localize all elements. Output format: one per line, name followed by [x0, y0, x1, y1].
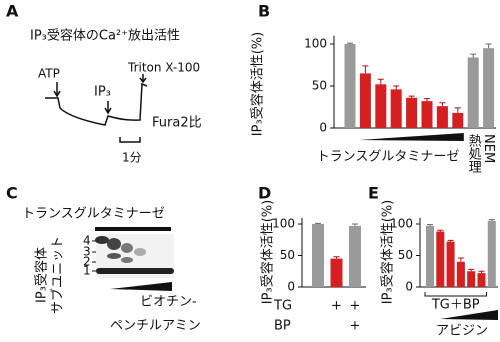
- y-axis-label: IP₃受容体活性(%): [250, 32, 266, 136]
- error-bar: [424, 98, 430, 102]
- gel-tick: 3: [83, 245, 91, 259]
- trace: [45, 74, 148, 143]
- error-bar: [393, 85, 400, 90]
- bar: [390, 89, 402, 128]
- y-tick-label: 0: [319, 121, 327, 135]
- bar: [487, 220, 496, 287]
- bar: [436, 231, 445, 287]
- bar: [344, 44, 356, 128]
- gel-tick: 2: [83, 255, 91, 269]
- gel-ylabel: サブユニット: [50, 236, 66, 314]
- panel-letter: A: [6, 2, 19, 21]
- panel-letter: D: [258, 184, 271, 203]
- row-mark: +: [331, 299, 342, 314]
- error-bar: [457, 257, 464, 262]
- bar: [467, 271, 476, 287]
- gel-tick: 4: [83, 234, 91, 248]
- row-label: TG: [273, 299, 292, 314]
- x-tick-label: 熱処理: [466, 134, 482, 173]
- bracket: [424, 292, 487, 297]
- bar: [426, 225, 434, 287]
- trace-label: Fura2比: [152, 116, 202, 131]
- error-bar: [352, 223, 358, 226]
- bar: [330, 258, 343, 287]
- error-bar: [470, 53, 477, 58]
- scale-label: 1分: [122, 151, 142, 165]
- panel-letter: C: [6, 184, 18, 203]
- y-tick-label: 50: [280, 248, 295, 262]
- error-bar: [362, 65, 369, 74]
- row-mark: +: [350, 299, 361, 314]
- bar: [483, 48, 495, 129]
- error-bar: [427, 224, 433, 226]
- gradient-triangle: [440, 310, 498, 320]
- error-bar: [488, 219, 495, 221]
- gel-tick: 1: [83, 264, 91, 278]
- bar: [477, 273, 486, 287]
- panel-letter: E: [368, 184, 379, 203]
- y-tick-label: 100: [304, 37, 327, 51]
- x-axis-label: アビジン: [436, 324, 488, 339]
- bar: [349, 225, 361, 287]
- bar: [452, 112, 464, 128]
- panel-title: トランスグルタミナーゼ: [22, 207, 165, 222]
- trace-label: ATP: [38, 67, 60, 81]
- trace-label: IP₃: [94, 85, 111, 100]
- row-mark: +: [350, 319, 361, 334]
- row-label: BP: [274, 319, 291, 334]
- trace-label: Triton X-100: [127, 61, 200, 75]
- y-tick-label: 100: [272, 217, 295, 231]
- bar: [375, 84, 387, 128]
- y-tick-label: 0: [405, 280, 413, 294]
- error-bar: [347, 42, 353, 44]
- error-bar: [408, 95, 415, 98]
- x-tick-label: NEM: [481, 134, 496, 163]
- bar: [359, 73, 371, 128]
- bar: [436, 106, 448, 128]
- y-axis-label: IP₃受容体活性(%): [260, 200, 276, 304]
- y-tick-label: 0: [287, 280, 295, 294]
- panel-letter: B: [258, 2, 270, 21]
- error-bar: [454, 107, 461, 113]
- y-tick-label: 50: [398, 248, 413, 262]
- gel: [92, 227, 174, 291]
- gel-xlabel: ペンチルアミン: [110, 319, 201, 334]
- bar: [421, 101, 433, 128]
- gel-ylabel: IP₃受容体: [34, 247, 50, 303]
- bar: [456, 261, 465, 287]
- error-bar: [439, 102, 446, 107]
- error-bar: [377, 78, 384, 85]
- gradient-triangle: [359, 133, 464, 141]
- error-bar: [333, 256, 340, 259]
- bar: [467, 57, 479, 128]
- bar: [312, 224, 324, 287]
- gel-xlabel: ビオチン-: [140, 295, 197, 310]
- panel-title: IP₃受容体のCa²⁺放出活性: [30, 28, 180, 44]
- y-tick-label: 50: [312, 79, 327, 93]
- bar: [446, 241, 455, 287]
- y-axis-label: IP₃受容体活性(%): [380, 200, 396, 304]
- error-bar: [468, 268, 475, 272]
- error-bar: [437, 229, 444, 232]
- x-axis-label: トランスグルタミナーゼ: [317, 150, 460, 165]
- bar: [406, 97, 418, 128]
- error-bar: [478, 270, 485, 274]
- error-bar: [485, 43, 492, 49]
- bracket-label: TG＋BP: [431, 298, 480, 313]
- error-bar: [315, 222, 321, 224]
- y-tick-label: 100: [390, 217, 413, 231]
- error-bar: [447, 239, 454, 242]
